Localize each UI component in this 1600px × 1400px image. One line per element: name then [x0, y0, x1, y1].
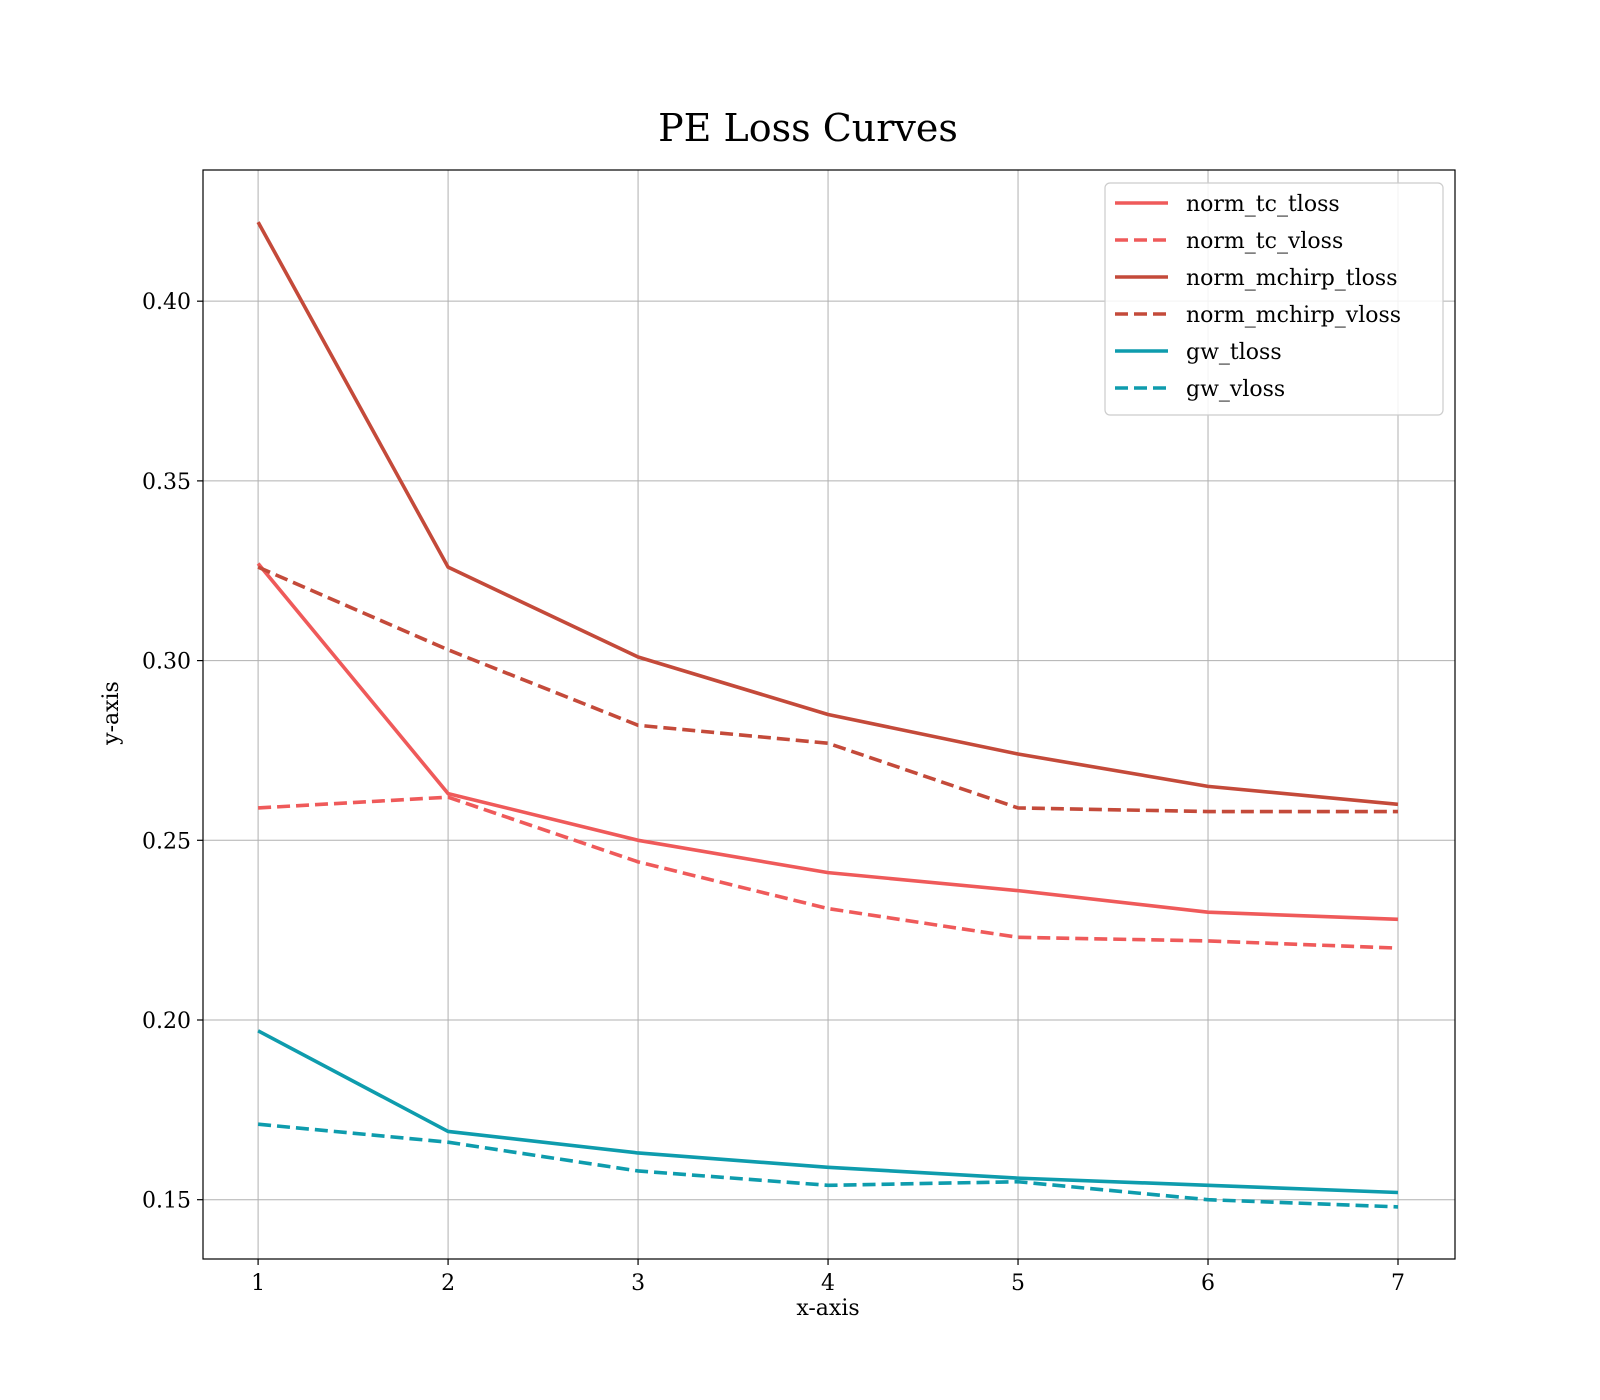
legend-label-norm_tc_tloss: norm_tc_tloss: [1186, 192, 1340, 217]
data-point-norm_tc_vloss: [447, 796, 450, 799]
y-tick-label: 0.30: [142, 650, 191, 675]
data-point-gw_tloss: [1207, 1184, 1210, 1187]
y-tick-label: 0.15: [142, 1189, 191, 1214]
data-point-norm_tc_vloss: [257, 806, 260, 809]
data-point-gw_vloss: [1397, 1205, 1400, 1208]
series-line-gw_vloss: [257, 1122, 1399, 1209]
x-axis-label: x-axis: [796, 1296, 859, 1321]
data-point-norm_mchirp_tloss: [257, 221, 260, 224]
data-point-gw_tloss: [257, 1029, 260, 1032]
data-point-gw_tloss: [827, 1166, 830, 1169]
legend-label-gw_vloss: gw_vloss: [1186, 377, 1285, 402]
data-point-norm_mchirp_vloss: [1017, 806, 1020, 809]
data-point-norm_tc_tloss: [1017, 889, 1020, 892]
data-point-gw_vloss: [1017, 1180, 1020, 1183]
data-point-norm_mchirp_vloss: [827, 742, 830, 745]
data-point-norm_tc_tloss: [1207, 911, 1210, 914]
data-point-gw_tloss: [1017, 1177, 1020, 1180]
series-line-norm_mchirp_tloss: [256, 221, 1399, 807]
y-tick-label: 0.35: [142, 470, 191, 495]
y-tick-label: 0.40: [142, 290, 191, 315]
data-point-norm_mchirp_tloss: [1397, 803, 1400, 806]
data-point-norm_tc_vloss: [1397, 947, 1400, 950]
series-line-norm_tc_vloss: [257, 795, 1399, 950]
grid-layer: [203, 170, 1455, 1259]
data-point-norm_tc_vloss: [827, 907, 830, 910]
data-point-norm_tc_tloss: [637, 839, 640, 842]
legend-box: [1104, 182, 1444, 416]
data-point-norm_mchirp_vloss: [257, 566, 260, 569]
y-tick-label: 0.20: [142, 1009, 191, 1034]
data-point-gw_vloss: [637, 1169, 640, 1172]
data-point-norm_mchirp_vloss: [1397, 810, 1400, 813]
data-point-norm_tc_vloss: [637, 860, 640, 863]
legend: norm_tc_tloss norm_tc_vloss norm_mchirp_tl…: [1104, 182, 1444, 416]
data-point-norm_mchirp_vloss: [447, 648, 450, 651]
series-line-gw_tloss: [257, 1029, 1399, 1195]
y-tick-label: 0.25: [142, 829, 191, 854]
y-axis-label: y-axis: [99, 681, 124, 746]
plot-frame: [202, 169, 1456, 1260]
data-point-gw_tloss: [637, 1151, 640, 1154]
data-point-gw_tloss: [447, 1130, 450, 1133]
x-tick-label: 7: [1391, 1271, 1405, 1296]
data-point-gw_vloss: [827, 1184, 830, 1187]
legend-label-norm_mchirp_tloss: norm_mchirp_tloss: [1186, 266, 1397, 291]
data-point-norm_mchirp_tloss: [447, 566, 450, 569]
data-point-norm_mchirp_vloss: [637, 724, 640, 727]
x-tick-label: 1: [251, 1271, 265, 1296]
data-point-gw_vloss: [1207, 1198, 1210, 1201]
data-point-norm_mchirp_tloss: [1207, 785, 1210, 788]
axes-layer: 1 2 3 4 5 6 7 0.15 0.20 0.25 0.30 0.35 0.40: [142, 169, 1456, 1296]
data-point-norm_tc_tloss: [447, 792, 450, 795]
data-point-gw_vloss: [447, 1141, 450, 1144]
series-layer: [256, 221, 1400, 1209]
data-point-gw_tloss: [1397, 1191, 1400, 1194]
series-line-norm_mchirp_vloss: [257, 565, 1398, 814]
x-tick-label: 3: [631, 1271, 645, 1296]
data-point-norm_tc_tloss: [827, 871, 830, 874]
data-point-norm_tc_vloss: [1017, 936, 1020, 939]
data-point-norm_mchirp_tloss: [827, 713, 830, 716]
chart-title: PE Loss Curves: [658, 106, 958, 150]
data-point-norm_tc_tloss: [257, 562, 260, 565]
data-point-norm_tc_tloss: [1397, 918, 1400, 921]
data-point-norm_tc_vloss: [1207, 939, 1210, 942]
data-point-gw_vloss: [257, 1123, 260, 1126]
data-point-norm_mchirp_tloss: [637, 655, 640, 658]
x-tick-label: 2: [441, 1271, 455, 1296]
series-line-norm_tc_tloss: [256, 562, 1399, 922]
data-point-norm_mchirp_tloss: [1017, 753, 1020, 756]
legend-label-gw_tloss: gw_tloss: [1186, 340, 1282, 365]
legend-label-norm_tc_vloss: norm_tc_vloss: [1186, 229, 1343, 254]
data-point-norm_mchirp_vloss: [1207, 810, 1210, 813]
x-tick-label: 4: [821, 1271, 835, 1296]
x-tick-label: 5: [1011, 1271, 1025, 1296]
legend-label-norm_mchirp_vloss: norm_mchirp_vloss: [1186, 303, 1401, 328]
x-tick-label: 6: [1201, 1271, 1215, 1296]
